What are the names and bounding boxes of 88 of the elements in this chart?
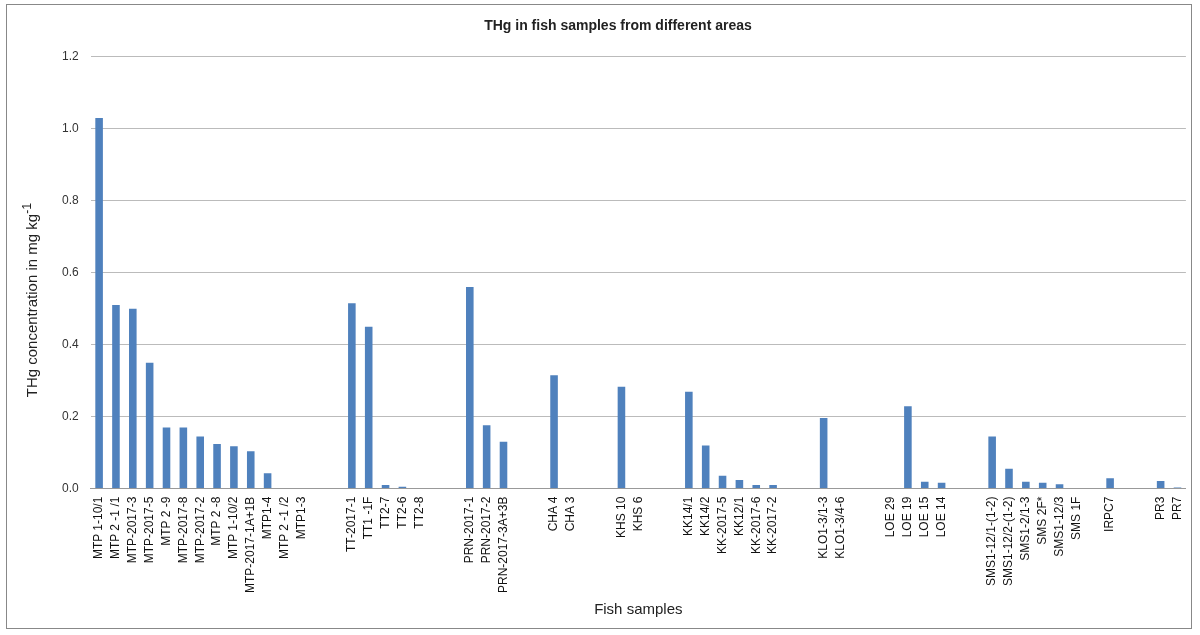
bar	[145, 362, 154, 489]
bar	[1055, 484, 1064, 489]
bar	[1106, 478, 1114, 489]
x-tick-label: SMS 1F	[1068, 496, 1083, 540]
x-tick-label: CHA 3	[563, 496, 578, 532]
bar	[769, 485, 777, 489]
bar	[482, 425, 491, 489]
bar	[617, 386, 626, 489]
x-tick-label: KHS 6	[630, 496, 645, 532]
x-tick-label: PRN-2017-2	[478, 496, 493, 564]
y-tick-label: 0.2	[61, 408, 79, 423]
bar	[735, 479, 744, 489]
x-tick-label: TT2-6	[394, 496, 409, 529]
x-tick-label: SMS1-2/1-3	[1018, 496, 1033, 561]
bar	[1022, 481, 1030, 489]
bar	[499, 441, 508, 489]
bar	[550, 375, 558, 489]
x-tick-label: TT2-8	[411, 496, 426, 529]
x-tick-label: MTP 2 -1 /1	[108, 496, 123, 560]
x-tick-label: MTP-2017-2	[192, 496, 207, 564]
bar	[230, 446, 238, 489]
bar	[348, 303, 356, 489]
y-tick-label: 0.4	[61, 336, 79, 351]
chart-title: THg in fish samples from different areas	[484, 17, 753, 34]
x-tick-label: KK12/1	[731, 496, 746, 536]
x-tick-label: MTP 2 -9	[158, 496, 173, 546]
bar	[179, 427, 188, 489]
x-tick-label: MTP-2017-3	[125, 496, 140, 564]
x-tick-label: LOE 29	[883, 496, 898, 538]
bar	[196, 436, 204, 489]
bar	[95, 117, 103, 489]
y-tick-label: 0.8	[61, 193, 79, 208]
y-tick-label: 1.2	[61, 49, 79, 64]
x-tick-label: TT2-7	[377, 496, 392, 529]
x-tick-label: LOE 14	[933, 496, 948, 538]
x-tick-label: PRN-2017-1	[462, 496, 477, 564]
x-tick-label: KLO1-3/4-6	[832, 496, 847, 559]
x-tick-label: MTP-2017-8	[175, 496, 190, 564]
bar	[1005, 468, 1013, 489]
x-tick-label: MTP1-4	[259, 496, 274, 540]
bar	[129, 308, 137, 489]
x-tick-label: LOE 15	[917, 496, 932, 538]
x-tick-label: KK-2017-5	[714, 496, 729, 554]
bar	[213, 443, 221, 489]
x-tick-label: MTP-2017-5	[141, 496, 156, 564]
y-tick-label: 0.6	[61, 265, 79, 280]
x-tick-label: KK-2017-2	[765, 496, 780, 554]
x-tick-label: PR7	[1169, 496, 1184, 520]
x-tick-label: KLO1-3/1-3	[815, 496, 830, 559]
x-tick-label: TT-2017-1	[344, 496, 359, 552]
bar	[246, 451, 255, 489]
x-tick-label: CHA 4	[546, 496, 561, 532]
x-tick-label: MTP 2 -1 /2	[276, 496, 291, 560]
bar	[701, 445, 710, 489]
bar	[819, 418, 828, 489]
x-tick-label: MTP 1-10/1	[91, 496, 106, 560]
x-tick-label: PRN-2017-3A+3B	[495, 496, 510, 593]
x-axis-title: Fish samples	[594, 600, 683, 618]
x-tick-label: KK14/1	[681, 496, 696, 536]
bar	[466, 287, 474, 489]
bar	[381, 485, 390, 489]
x-tick-label: TT1 -1F	[361, 496, 376, 540]
bar	[988, 436, 996, 489]
x-tick-label: SMS 2F*	[1035, 496, 1050, 545]
bar	[364, 326, 373, 489]
x-tick-label: SMS1-12/2-(1-2)	[1001, 496, 1016, 586]
bar	[752, 485, 761, 489]
x-tick-label: SMS1-12/3	[1051, 496, 1066, 557]
x-tick-label: MTP-2017-1A+1B	[243, 496, 258, 593]
x-tick-label: SMS1-12/1-(1-2)	[984, 496, 999, 586]
bar	[685, 391, 693, 489]
bar	[263, 473, 272, 489]
x-tick-label: KK-2017-6	[748, 496, 763, 554]
x-tick-label: PR3	[1152, 496, 1167, 520]
x-tick-label: MTP 1-10/2	[226, 496, 241, 560]
bar	[112, 305, 120, 489]
bar	[162, 427, 171, 489]
x-tick-label: LOE 19	[900, 496, 915, 538]
x-tick-label: MTP 2 -8	[209, 496, 224, 546]
y-tick-label: 1.0	[61, 121, 79, 136]
bar	[1156, 481, 1165, 489]
x-tick-label: MTP1-3	[293, 496, 308, 540]
x-tick-label: KK14/2	[698, 496, 713, 536]
x-tick-label: KHS 10	[613, 496, 628, 538]
x-tick-label: IRPC7	[1102, 496, 1117, 532]
y-tick-label: 0.0	[61, 480, 79, 495]
bar	[920, 481, 929, 489]
bar	[904, 406, 912, 489]
